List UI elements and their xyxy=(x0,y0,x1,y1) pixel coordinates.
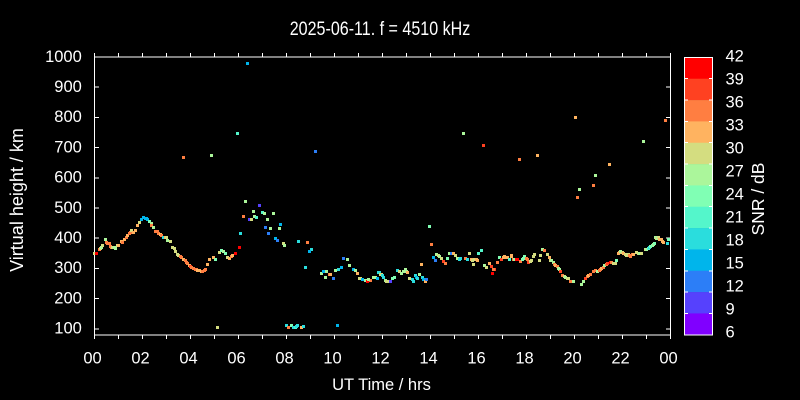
svg-text:16: 16 xyxy=(467,349,485,367)
svg-text:1000: 1000 xyxy=(45,48,82,66)
svg-text:UT Time / hrs: UT Time / hrs xyxy=(332,376,431,394)
svg-text:04: 04 xyxy=(179,349,197,367)
svg-text:12: 12 xyxy=(726,277,744,295)
svg-text:24: 24 xyxy=(726,186,744,204)
svg-text:21: 21 xyxy=(726,208,744,226)
svg-text:9: 9 xyxy=(726,300,735,318)
svg-text:800: 800 xyxy=(54,108,82,126)
svg-text:600: 600 xyxy=(54,169,82,187)
svg-text:18: 18 xyxy=(515,349,533,367)
svg-text:SNR / dB: SNR / dB xyxy=(748,163,768,236)
svg-text:Virtual height / km: Virtual height / km xyxy=(7,128,27,272)
svg-text:900: 900 xyxy=(54,78,82,96)
svg-text:10: 10 xyxy=(323,349,341,367)
svg-text:00: 00 xyxy=(83,349,101,367)
svg-text:500: 500 xyxy=(54,199,82,217)
svg-text:18: 18 xyxy=(726,231,744,249)
svg-text:6: 6 xyxy=(726,323,735,341)
svg-text:20: 20 xyxy=(563,349,581,367)
svg-text:12: 12 xyxy=(371,349,389,367)
svg-text:06: 06 xyxy=(227,349,245,367)
svg-text:200: 200 xyxy=(54,289,82,307)
svg-text:300: 300 xyxy=(54,259,82,277)
svg-text:22: 22 xyxy=(611,349,629,367)
svg-text:42: 42 xyxy=(726,48,744,66)
svg-text:27: 27 xyxy=(726,163,744,181)
svg-text:2025-06-11. f = 4510 kHz: 2025-06-11. f = 4510 kHz xyxy=(290,19,471,40)
svg-text:39: 39 xyxy=(726,71,744,89)
svg-text:08: 08 xyxy=(275,349,293,367)
svg-text:02: 02 xyxy=(131,349,149,367)
svg-text:30: 30 xyxy=(726,140,744,158)
svg-text:14: 14 xyxy=(419,349,437,367)
svg-text:36: 36 xyxy=(726,94,744,112)
svg-text:15: 15 xyxy=(726,254,744,272)
svg-text:33: 33 xyxy=(726,117,744,135)
svg-text:100: 100 xyxy=(54,320,82,338)
svg-text:400: 400 xyxy=(54,229,82,247)
svg-text:00: 00 xyxy=(659,349,677,367)
svg-text:700: 700 xyxy=(54,138,82,156)
